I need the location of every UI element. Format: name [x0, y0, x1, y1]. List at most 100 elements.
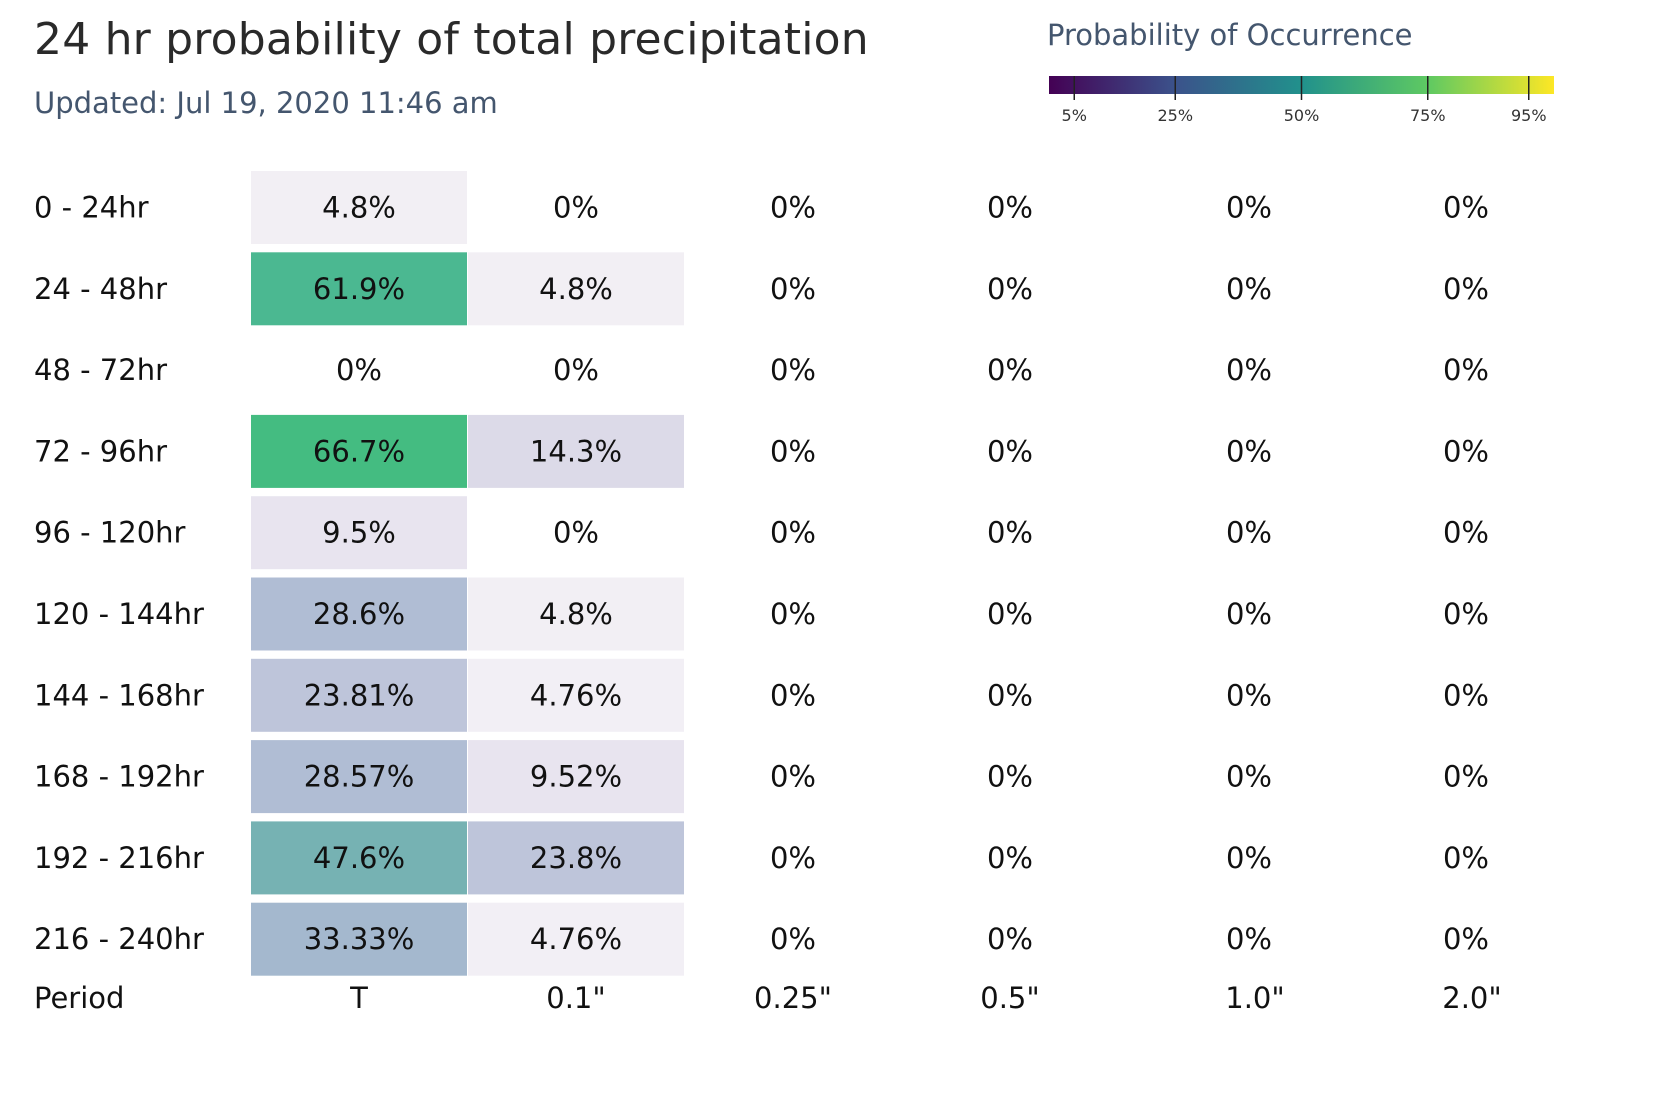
- cell-value: 4.8%: [539, 272, 613, 306]
- cell-value: 9.5%: [322, 516, 396, 550]
- row-label: 24 - 48hr: [34, 272, 167, 306]
- row-axis-label: Period: [34, 981, 124, 1015]
- cell-value: 0%: [770, 191, 816, 225]
- colorbar-tick-label: 25%: [1157, 106, 1193, 125]
- heatmap-cell: [251, 414, 467, 488]
- cell-value: 14.3%: [530, 434, 622, 468]
- chart-title: 24 hr probability of total precipitation: [34, 14, 869, 65]
- legend-title: Probability of Occurrence: [1047, 18, 1413, 52]
- cell-value: 0%: [987, 597, 1033, 631]
- cell-value: 0%: [1226, 516, 1272, 550]
- cell-value: 4.8%: [539, 597, 613, 631]
- cell-value: 0%: [1443, 353, 1489, 387]
- cell-value: 0%: [987, 760, 1033, 794]
- cell-value: 0%: [1226, 597, 1272, 631]
- cell-value: 66.7%: [313, 434, 405, 468]
- cell-value: 0%: [987, 516, 1033, 550]
- heatmap-cell: [468, 821, 684, 895]
- cell-value: 0%: [987, 678, 1033, 712]
- cell-value: 0%: [1226, 841, 1272, 875]
- cell-value: 61.9%: [313, 272, 405, 306]
- cell-value: 0%: [987, 272, 1033, 306]
- column-label: 1.0": [1225, 981, 1284, 1015]
- column-label: 0.1": [546, 981, 605, 1015]
- updated-timestamp: Updated: Jul 19, 2020 11:46 am: [34, 86, 498, 120]
- cell-value: 9.52%: [530, 760, 622, 794]
- cell-value: 0%: [770, 922, 816, 956]
- colorbar-tick-label: 5%: [1062, 106, 1087, 125]
- row-label: 144 - 168hr: [34, 678, 204, 712]
- cell-value: 0%: [1226, 760, 1272, 794]
- row-label: 72 - 96hr: [34, 434, 167, 468]
- colorbar-tick-label: 50%: [1284, 106, 1320, 125]
- heatmap-cell: [468, 414, 684, 488]
- cell-value: 0%: [1443, 760, 1489, 794]
- cell-value: 0%: [770, 353, 816, 387]
- cell-value: 0%: [1226, 922, 1272, 956]
- cell-value: 0%: [770, 597, 816, 631]
- cell-value: 0%: [770, 434, 816, 468]
- cell-value: 0%: [987, 434, 1033, 468]
- cell-value: 0%: [1443, 516, 1489, 550]
- cell-value: 0%: [1443, 922, 1489, 956]
- cell-value: 4.76%: [530, 678, 622, 712]
- heatmap-cell: [251, 252, 467, 326]
- cell-value: 0%: [987, 191, 1033, 225]
- cell-value: 23.81%: [304, 678, 415, 712]
- cell-value: 28.57%: [304, 760, 415, 794]
- heatmap-cell: [468, 252, 684, 326]
- cell-value: 0%: [1443, 678, 1489, 712]
- heatmap-cell: [468, 658, 684, 732]
- heatmap-cell: [251, 821, 467, 895]
- heatmap-cell: [251, 577, 467, 651]
- cell-value: 0%: [770, 516, 816, 550]
- heatmap-cell: [251, 740, 467, 814]
- cell-value: 28.6%: [313, 597, 405, 631]
- row-label: 48 - 72hr: [34, 353, 167, 387]
- cell-value: 23.8%: [530, 841, 622, 875]
- cell-value: 0%: [553, 353, 599, 387]
- cell-value: 0%: [770, 678, 816, 712]
- cell-value: 0%: [1226, 191, 1272, 225]
- cell-value: 0%: [987, 841, 1033, 875]
- cell-value: 0%: [553, 516, 599, 550]
- cell-value: 0%: [1226, 353, 1272, 387]
- cell-value: 0%: [1226, 434, 1272, 468]
- row-label: 168 - 192hr: [34, 760, 204, 794]
- cell-value: 0%: [1226, 272, 1272, 306]
- heatmap-cell: [468, 740, 684, 814]
- row-label: 192 - 216hr: [34, 841, 204, 875]
- column-label: 0.25": [754, 981, 832, 1015]
- cell-value: 0%: [1443, 434, 1489, 468]
- row-label: 216 - 240hr: [34, 922, 204, 956]
- heatmap-cell: [468, 902, 684, 976]
- column-label: 0.5": [980, 981, 1039, 1015]
- cell-value: 4.8%: [322, 191, 396, 225]
- cell-value: 0%: [1226, 678, 1272, 712]
- row-label: 0 - 24hr: [34, 191, 149, 225]
- heatmap-cell: [468, 577, 684, 651]
- heatmap-cell: [251, 496, 467, 570]
- colorbar-tick-label: 95%: [1511, 106, 1547, 125]
- cell-value: 0%: [770, 272, 816, 306]
- cell-value: 0%: [987, 353, 1033, 387]
- cell-value: 0%: [1443, 272, 1489, 306]
- row-label: 96 - 120hr: [34, 516, 186, 550]
- heatmap-cell: [251, 902, 467, 976]
- cell-value: 0%: [1443, 841, 1489, 875]
- row-label: 120 - 144hr: [34, 597, 204, 631]
- column-label: T: [349, 981, 368, 1015]
- cell-value: 47.6%: [313, 841, 405, 875]
- cell-value: 0%: [770, 760, 816, 794]
- cell-value: 0%: [770, 841, 816, 875]
- cell-value: 0%: [553, 191, 599, 225]
- cell-value: 4.76%: [530, 922, 622, 956]
- heatmap-cell: [251, 171, 467, 244]
- colorbar-tick-label: 75%: [1410, 106, 1446, 125]
- heatmap-cell: [251, 658, 467, 732]
- cell-value: 0%: [1443, 191, 1489, 225]
- colorbar-legend: 5% 25% 50% 75% 95%: [1049, 76, 1554, 125]
- cell-value: 0%: [1443, 597, 1489, 631]
- cell-value: 33.33%: [304, 922, 415, 956]
